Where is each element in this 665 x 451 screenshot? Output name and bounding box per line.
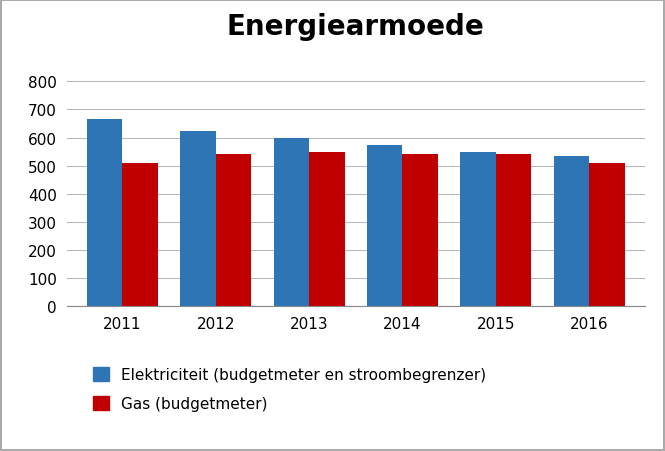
Bar [87, 120, 122, 307]
Legend: Elektriciteit (budgetmeter en stroombegrenzer), Gas (budgetmeter): Elektriciteit (budgetmeter en stroombegr… [86, 360, 493, 419]
Bar [274, 138, 309, 307]
Title: Energiearmoede: Energiearmoede [227, 13, 485, 41]
Bar [180, 131, 216, 307]
Bar [495, 154, 531, 307]
Bar [402, 155, 438, 307]
Bar [460, 152, 495, 307]
Bar [589, 164, 624, 307]
Bar [216, 155, 251, 307]
Bar [553, 157, 589, 307]
Bar [122, 164, 158, 307]
Bar [309, 153, 344, 307]
Bar [367, 145, 402, 307]
